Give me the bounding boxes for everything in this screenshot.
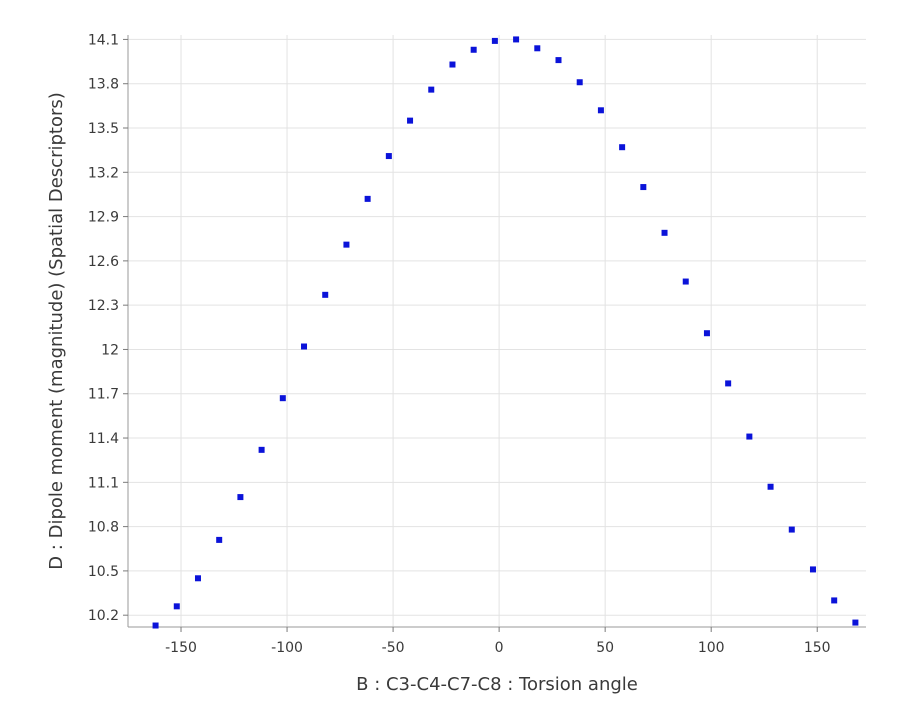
data-point xyxy=(258,446,265,453)
data-points xyxy=(152,36,859,629)
data-point xyxy=(788,526,795,533)
data-point xyxy=(746,433,753,440)
y-tick-label: 10.8 xyxy=(88,520,119,536)
y-tick-label: 13.5 xyxy=(88,121,119,137)
data-point xyxy=(703,330,710,337)
x-tick-label: 150 xyxy=(804,640,831,656)
y-tick-label: 14.1 xyxy=(88,32,119,48)
data-point xyxy=(534,45,541,52)
y-tick-label: 10.5 xyxy=(88,564,119,580)
x-axis-title: B : C3-C4-C7-C8 : Torsion angle xyxy=(356,674,638,695)
data-point xyxy=(449,61,456,68)
data-point xyxy=(852,619,859,626)
data-point xyxy=(640,184,647,191)
gridlines xyxy=(128,35,866,627)
data-point xyxy=(470,46,477,53)
data-point xyxy=(173,603,180,610)
data-point xyxy=(407,117,414,124)
data-point xyxy=(152,622,159,629)
data-point xyxy=(619,144,626,151)
data-point xyxy=(237,494,244,501)
y-tick-label: 12 xyxy=(101,342,119,358)
axes xyxy=(127,35,866,628)
data-point xyxy=(216,536,223,543)
y-tick-label: 11.1 xyxy=(88,475,119,491)
data-point xyxy=(343,241,350,248)
data-point xyxy=(279,395,286,402)
data-point xyxy=(767,483,774,490)
y-tick-label: 13.2 xyxy=(88,165,119,181)
data-point xyxy=(428,86,435,93)
y-tick-label: 12.9 xyxy=(88,210,119,226)
x-tick-label: 100 xyxy=(698,640,725,656)
y-axis-title: D : Dipole moment (magnitude) (Spatial D… xyxy=(46,92,67,570)
y-tick-label: 11.7 xyxy=(88,387,119,403)
x-tick-label: 0 xyxy=(495,640,504,656)
data-point xyxy=(576,79,583,86)
y-tick-label: 10.2 xyxy=(88,608,119,624)
y-tick-label: 12.3 xyxy=(88,298,119,314)
data-point xyxy=(661,229,668,236)
data-point xyxy=(322,291,329,298)
data-point xyxy=(725,380,732,387)
data-point xyxy=(301,343,308,350)
x-axis-ticks: -150 -100 -50 0 50 100 150 xyxy=(165,627,831,656)
x-tick-label: -50 xyxy=(382,640,405,656)
data-point xyxy=(555,57,562,64)
y-axis-ticks: 10.2 10.5 10.8 11.1 11.4 11.7 12 12.3 12.6 12.9 13… xyxy=(88,32,128,624)
data-point xyxy=(364,195,371,202)
x-tick-label: -100 xyxy=(271,640,303,656)
data-point xyxy=(491,37,498,44)
x-tick-label: 50 xyxy=(596,640,614,656)
data-point xyxy=(831,597,838,604)
data-point xyxy=(194,575,201,582)
data-point xyxy=(597,107,604,114)
y-tick-label: 11.4 xyxy=(88,431,119,447)
data-point xyxy=(809,566,816,573)
x-tick-label: -150 xyxy=(165,640,197,656)
data-point xyxy=(513,36,520,43)
data-point xyxy=(682,278,689,285)
data-point xyxy=(385,153,392,160)
y-tick-label: 13.8 xyxy=(88,77,119,93)
y-tick-label: 12.6 xyxy=(88,254,119,270)
